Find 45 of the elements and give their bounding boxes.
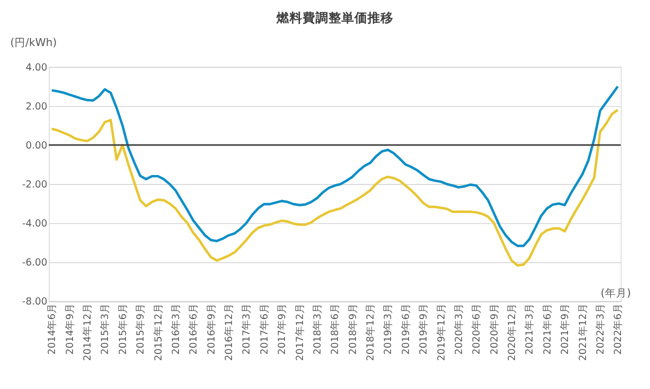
chart-title: 燃料費調整単価推移 xyxy=(275,10,394,26)
x-tick-label: 2015年3月 xyxy=(99,304,112,355)
x-tick-label: 2018年6月 xyxy=(329,304,342,355)
x-tick-label: 2019年12月 xyxy=(435,304,448,361)
y-axis-title: (円/kWh) xyxy=(10,36,57,49)
x-tick-label: 2019年6月 xyxy=(400,304,412,355)
x-tick-label: 2018年12月 xyxy=(364,304,377,361)
y-tick-label: -4.00 xyxy=(22,218,48,230)
x-tick-label: 2015年6月 xyxy=(116,304,129,355)
x-tick-label: 2016年3月 xyxy=(170,304,182,355)
x-tick-label: 2022年6月 xyxy=(612,304,624,355)
y-tick-label: 0.00 xyxy=(26,140,48,152)
x-tick-label: 2016年9月 xyxy=(205,304,218,355)
x-tick-label: 2017年12月 xyxy=(294,304,306,361)
x-tick-label: 2021年12月 xyxy=(576,304,589,361)
x-tick-label: 2014年9月 xyxy=(64,304,76,355)
x-tick-label: 2020年6月 xyxy=(470,304,483,355)
x-tick-label: 2015年12月 xyxy=(152,304,164,361)
y-tick-label: -8.00 xyxy=(22,296,48,308)
x-tick-label: 2020年3月 xyxy=(452,304,465,355)
x-tick-label: 2020年12月 xyxy=(506,304,518,361)
y-tick-label: 4.00 xyxy=(26,62,48,74)
x-tick-label: 2022年3月 xyxy=(594,304,606,355)
x-tick-label: 2021年3月 xyxy=(524,304,536,355)
x-tick-label: 2019年9月 xyxy=(418,304,430,355)
x-tick-label: 2014年12月 xyxy=(82,304,94,361)
x-tick-label: 2017年9月 xyxy=(276,304,288,355)
x-tick-label: 2014年6月 xyxy=(46,304,58,355)
y-tick-label: -2.00 xyxy=(22,179,48,190)
x-tick-label: 2015年9月 xyxy=(134,304,147,355)
x-axis-title: (年月) xyxy=(600,286,631,300)
y-tick-label: 2.00 xyxy=(26,101,48,112)
x-tick-label: 2021年6月 xyxy=(541,304,554,355)
x-tick-label: 2018年3月 xyxy=(311,304,324,355)
x-tick-label: 2017年6月 xyxy=(258,304,270,355)
x-tick-label: 2020年9月 xyxy=(488,304,500,355)
y-tick-label: -6.00 xyxy=(22,258,48,269)
x-tick-label: 2016年6月 xyxy=(188,304,200,355)
x-tick-label: 2018年9月 xyxy=(346,304,359,355)
x-tick-label: 2019年3月 xyxy=(382,304,394,355)
line-series xyxy=(50,85,619,248)
x-tick-label: 2017年3月 xyxy=(240,304,253,355)
x-tick-label: 2016年12月 xyxy=(223,304,236,361)
x-tick-label: 2021年9月 xyxy=(559,304,572,355)
line-series xyxy=(50,108,619,267)
